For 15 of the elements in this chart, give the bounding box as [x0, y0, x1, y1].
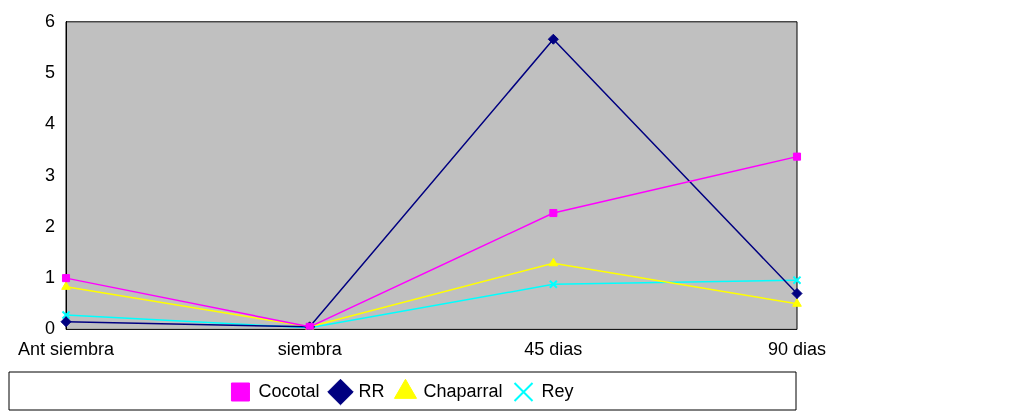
legend-label: Cocotal [258, 380, 320, 401]
y-tick-label: 5 [45, 62, 56, 83]
y-tick-label: 0 [45, 318, 56, 339]
x-tick-label: siembra [277, 339, 343, 360]
x-tick-label: Ant siembra [18, 339, 116, 360]
legend-label: RR [358, 380, 385, 401]
y-tick-label: 4 [45, 113, 56, 134]
legend-label: Rey [541, 380, 574, 401]
y-tick-label: 2 [45, 215, 56, 236]
x-tick-label: 90 dias [767, 339, 827, 360]
legend-label: Chaparral [423, 380, 503, 401]
x-tick-label: 45 dias [524, 339, 583, 360]
y-tick-label: 3 [45, 164, 56, 185]
y-tick-label: 1 [45, 267, 56, 288]
y-tick-label: 6 [45, 10, 56, 31]
